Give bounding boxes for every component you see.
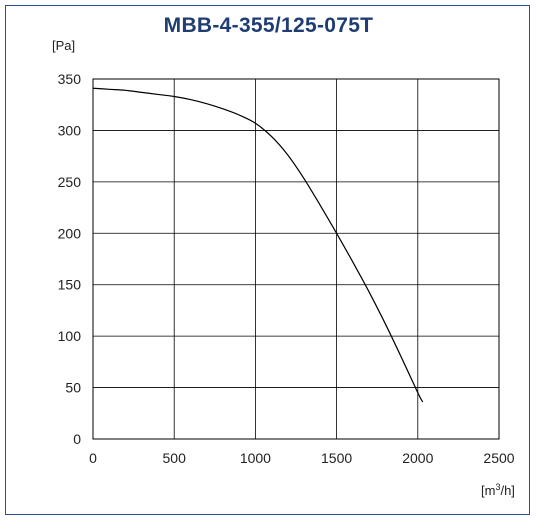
y-tick-label: 200 [58, 225, 82, 241]
x-axis-label: [m3/h] [481, 482, 515, 498]
y-tick-label: 100 [58, 328, 82, 344]
x-tick-label: 1000 [240, 450, 271, 466]
pressure-curve [92, 87, 424, 403]
y-tick-label: 300 [58, 122, 82, 138]
y-axis-label: [Pa] [52, 38, 75, 53]
x-axis-label-sup: 3 [495, 482, 500, 492]
y-axis-ticks: 0 50 100 150 200 250 300 350 [58, 71, 82, 447]
x-axis-label-suffix: /h] [500, 483, 514, 498]
chart-title: MBB-4-355/125-075T [163, 14, 374, 37]
y-tick-label: 350 [58, 71, 82, 87]
y-tick-label: 0 [73, 431, 81, 447]
x-tick-label: 0 [89, 450, 97, 466]
y-tick-label: 150 [58, 277, 82, 293]
x-axis-ticks: 0 500 1000 1500 2000 2500 [89, 450, 515, 466]
x-tick-label: 2500 [483, 450, 514, 466]
y-tick-label: 250 [58, 174, 82, 190]
x-axis-label-prefix: [m [481, 483, 495, 498]
grid [92, 78, 500, 440]
plot-area [92, 78, 500, 440]
x-tick-label: 500 [163, 450, 187, 466]
x-tick-label: 2000 [402, 450, 433, 466]
x-tick-label: 1500 [321, 450, 352, 466]
y-tick-label: 50 [65, 380, 81, 396]
